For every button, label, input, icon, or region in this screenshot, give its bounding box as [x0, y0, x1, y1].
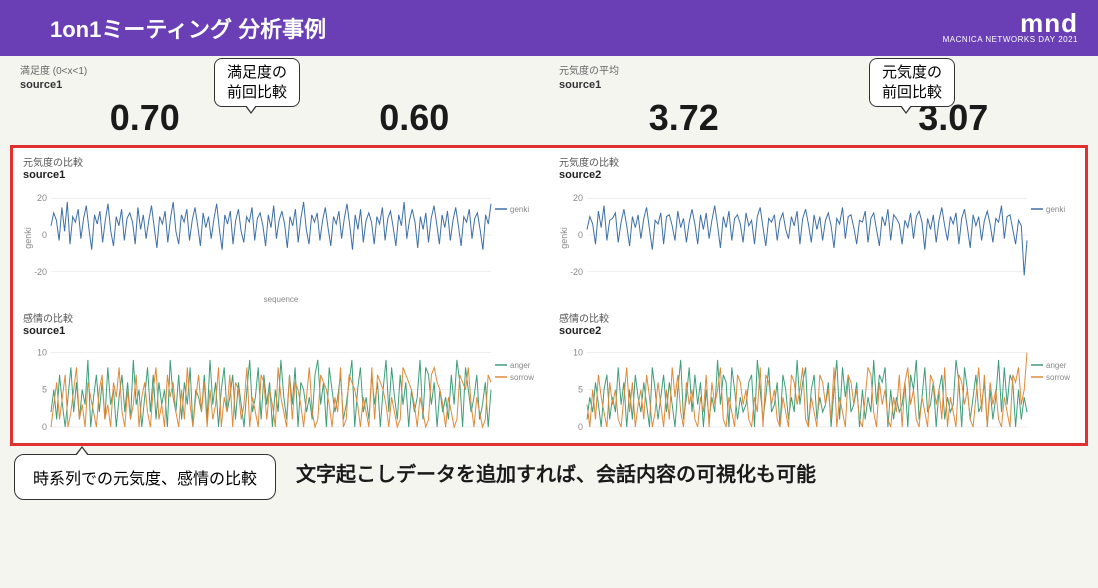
svg-text:10: 10 [37, 347, 47, 357]
svg-text:genki: genki [23, 227, 33, 249]
chart-title: 感情の比較 [23, 310, 539, 325]
svg-text:sorrow: sorrow [510, 373, 534, 382]
svg-text:0: 0 [578, 422, 583, 432]
slide-title: 1on1ミーティング 分析事例 [20, 12, 326, 44]
chart-title: 元気度の比較 [23, 154, 539, 169]
callout-genki: 元気度の 前回比較 [869, 58, 955, 107]
xaxis-label: sequence [23, 295, 539, 304]
svg-text:anger: anger [1046, 361, 1067, 370]
callout-satisfaction: 満足度の 前回比較 [214, 58, 300, 107]
value-satisfaction-2: 0.60 [379, 97, 449, 139]
value-group-right: 3.72 3.07 [549, 97, 1088, 139]
svg-text:5: 5 [578, 385, 583, 395]
svg-text:5: 5 [42, 385, 47, 395]
svg-text:10: 10 [573, 347, 583, 357]
chart-source: source1 [23, 325, 539, 337]
chart-genki-source1: 元気度の比較 source1 -20 0 20 genki genki sequence [17, 150, 545, 306]
metric-source: source1 [559, 79, 1078, 91]
svg-text:-20: -20 [34, 267, 47, 277]
logo-text: mnd [943, 12, 1078, 35]
charts-highlight-box: 元気度の比較 source1 -20 0 20 genki genki sequence… [10, 145, 1088, 446]
chart-title: 感情の比較 [559, 310, 1075, 325]
chart-emotion-source2: 感情の比較 source2 0 5 10 anger sorrow [553, 306, 1081, 441]
line-chart: 0 5 10 anger sorrow [559, 339, 1075, 439]
line-chart: 0 5 10 anger sorrow [23, 339, 539, 439]
svg-text:20: 20 [573, 193, 583, 203]
svg-text:-20: -20 [570, 267, 583, 277]
metric-panel-right: 元気度の平均 source1 元気度の 前回比較 [549, 60, 1088, 93]
logo: mnd MACNICA NETWORKS DAY 2021 [943, 12, 1078, 44]
line-chart: -20 0 20 genki genki [23, 183, 539, 293]
svg-text:genki: genki [559, 227, 569, 249]
metrics-row: 満足度 (0<x<1) source1 満足度の 前回比較 元気度の平均 sou… [0, 56, 1098, 93]
svg-text:0: 0 [42, 230, 47, 240]
chart-source: source1 [23, 169, 539, 181]
callout-timeseries: 時系列での元気度、感情の比較 [14, 454, 276, 500]
svg-text:anger: anger [510, 361, 531, 370]
chart-title: 元気度の比較 [559, 154, 1075, 169]
svg-text:sorrow: sorrow [1046, 373, 1070, 382]
chart-row-bottom: 感情の比較 source1 0 5 10 anger sorrow 感情の比較 sour… [17, 306, 1081, 441]
svg-text:genki: genki [510, 205, 529, 214]
svg-text:0: 0 [578, 230, 583, 240]
value-genki-1: 3.72 [649, 97, 719, 139]
metric-panel-left: 満足度 (0<x<1) source1 満足度の 前回比較 [10, 60, 549, 93]
chart-emotion-source1: 感情の比較 source1 0 5 10 anger sorrow [17, 306, 545, 441]
value-satisfaction-1: 0.70 [110, 97, 180, 139]
chart-source: source2 [559, 169, 1075, 181]
header-bar: 1on1ミーティング 分析事例 mnd MACNICA NETWORKS DAY… [0, 0, 1098, 56]
chart-genki-source2: 元気度の比較 source2 -20 0 20 genki genki [553, 150, 1081, 306]
svg-text:0: 0 [42, 422, 47, 432]
chart-row-top: 元気度の比較 source1 -20 0 20 genki genki sequence… [17, 150, 1081, 306]
footer: 時系列での元気度、感情の比較 文字起こしデータを追加すれば、会話内容の可視化も可… [0, 446, 1098, 500]
footer-note: 文字起こしデータを追加すれば、会話内容の可視化も可能 [296, 454, 1084, 487]
line-chart: -20 0 20 genki genki [559, 183, 1075, 293]
svg-text:genki: genki [1046, 205, 1065, 214]
chart-source: source2 [559, 325, 1075, 337]
svg-text:20: 20 [37, 193, 47, 203]
metric-title: 元気度の平均 [559, 62, 1078, 77]
logo-subtext: MACNICA NETWORKS DAY 2021 [943, 35, 1078, 44]
